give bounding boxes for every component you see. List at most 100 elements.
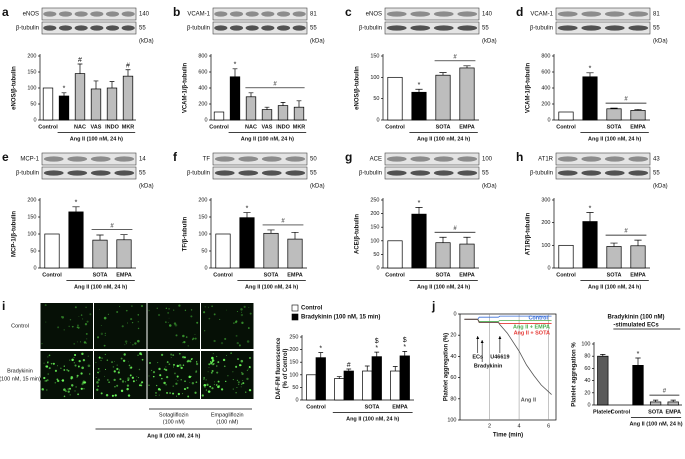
fluorescence-dot	[210, 362, 213, 365]
kda-unit: (kDa)	[310, 39, 325, 45]
fluorescence-dot	[203, 311, 206, 314]
bracket-label: #	[273, 81, 277, 87]
fluorescence-dot	[83, 341, 87, 344]
bar	[387, 76, 403, 121]
blot-band	[581, 25, 602, 31]
kda-label: 140	[139, 12, 150, 18]
fluorescence-dot	[227, 375, 229, 377]
fluorescence-dot	[123, 353, 126, 356]
fluorescence-dot	[240, 311, 242, 313]
y-tick-label: 200	[198, 197, 207, 203]
x-tick-label: SOTA	[607, 272, 622, 278]
group-label: Ang II (100 nM, 24 h)	[588, 284, 641, 290]
y-tick-label: 200	[27, 53, 36, 59]
error-bar	[415, 88, 423, 93]
fluorescence-dot	[158, 394, 160, 396]
y-tick-label: 50	[373, 96, 379, 102]
fluorescence-dot	[157, 313, 161, 317]
panel-letter: i	[2, 299, 5, 313]
fluorescence-dot	[98, 309, 100, 311]
fluorescence-dot	[166, 361, 169, 363]
y-tick-label: 200	[289, 347, 298, 353]
fluorescence-dot	[46, 389, 48, 391]
fluorescence-dot	[247, 368, 249, 370]
fluorescence-dot	[222, 358, 226, 362]
fluorescence-dot	[248, 366, 251, 368]
fluorescence-dot	[213, 339, 216, 343]
blot-strip	[555, 166, 651, 180]
significance-mark: *	[589, 205, 592, 212]
fluorescence-dot	[68, 325, 70, 328]
fluorescence-dot	[232, 388, 234, 390]
fluorescence-dot	[84, 381, 87, 384]
fluorescence-dot	[77, 393, 80, 396]
fluorescence-dot	[89, 313, 92, 316]
x-tick-label: 6	[547, 423, 550, 429]
group-label: Ang II (100 nM, 24 h)	[417, 136, 470, 142]
fluorescence-dot	[176, 375, 179, 378]
blot-strip	[384, 7, 480, 21]
bar	[215, 233, 231, 269]
blot-band	[433, 25, 454, 31]
fluorescence-dot	[61, 380, 63, 382]
fluorescence-dot	[195, 362, 199, 366]
fluorescence-dot	[77, 365, 80, 368]
fluorescence-dot	[104, 353, 106, 355]
legend-label: Control	[301, 306, 323, 312]
blot-band	[261, 170, 282, 176]
fluorescence-dot	[104, 332, 106, 334]
fluorescence-dot	[240, 313, 244, 317]
blot-band	[214, 170, 235, 176]
fluorescence-dot	[63, 395, 66, 398]
fluorescence-dot	[80, 314, 83, 316]
fluorescence-dot	[237, 381, 240, 384]
fluorescence-dot	[172, 385, 174, 387]
fluorescence-dot	[208, 366, 210, 368]
fluorescence-dot	[238, 344, 241, 347]
y-tick-label: 800	[541, 53, 550, 59]
y-tick-label: 100	[370, 238, 379, 244]
fluorescence-dot	[213, 381, 215, 383]
fluorescence-dot	[97, 336, 100, 339]
fluorescence-dot	[168, 308, 170, 310]
fluorescence-dot	[73, 356, 75, 359]
fluorescence-dot	[74, 390, 76, 392]
fluorescence-dot	[41, 388, 44, 391]
fluorescence-dot	[103, 375, 105, 377]
fluorescence-dot	[63, 369, 66, 371]
fluorescence-dot	[243, 305, 246, 308]
fluorescence-dot	[177, 380, 179, 382]
error-bar	[346, 368, 352, 372]
bar	[44, 233, 60, 269]
fluorescence-dot	[119, 305, 121, 307]
error-bar	[586, 72, 594, 77]
fluorescence-dot	[161, 377, 163, 380]
error-bar	[463, 65, 471, 68]
fluorescence-dot	[149, 362, 151, 364]
fluorescence-dot	[151, 369, 153, 371]
blot-strip	[212, 166, 308, 180]
significance-mark: #	[347, 362, 351, 369]
y-tick-label: 100	[27, 85, 36, 91]
band-label: β-tubulin	[530, 171, 553, 177]
fluorescence-dot	[182, 334, 185, 338]
blot-band	[214, 11, 228, 17]
fluorescence-dot	[183, 356, 186, 359]
significance-mark: *	[403, 344, 406, 351]
y-tick-label: 60	[450, 375, 456, 381]
fluorescence-dot	[86, 320, 89, 323]
bar	[606, 108, 622, 121]
fluorescence-dot	[148, 384, 150, 386]
fluorescence-dot	[131, 376, 134, 379]
fluorescence-dot	[236, 386, 238, 388]
x-tick-label: Control	[556, 124, 576, 130]
fluorescence-dot	[50, 362, 53, 365]
fluorescence-dot	[241, 372, 244, 376]
fluorescence-dot	[103, 316, 107, 320]
error-bar	[232, 68, 238, 77]
blot-band	[43, 156, 64, 162]
fluorescence-dot	[60, 316, 63, 318]
fluorescence-dot	[157, 387, 161, 391]
arrow-head	[480, 340, 484, 343]
bar	[334, 378, 345, 401]
